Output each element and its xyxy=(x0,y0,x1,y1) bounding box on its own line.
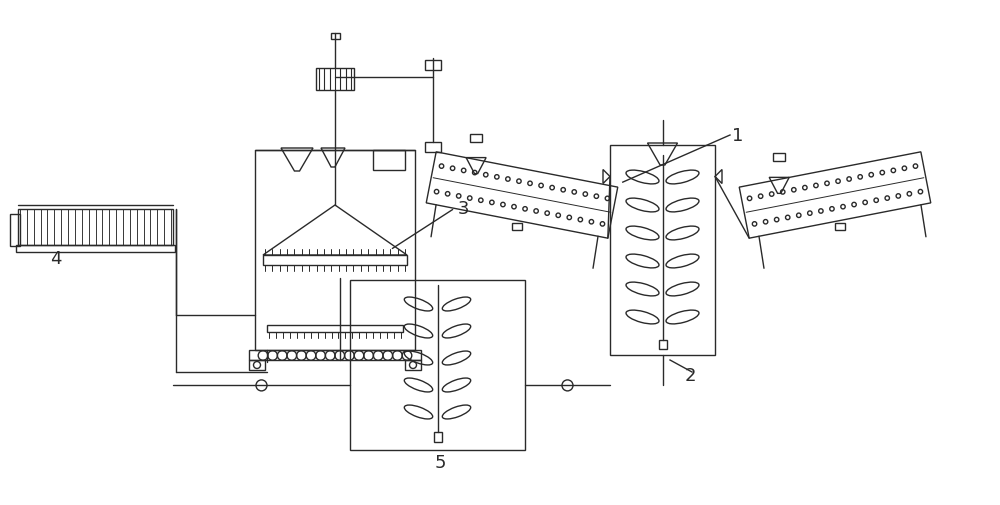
Bar xyxy=(610,146,715,356)
Circle shape xyxy=(256,380,267,391)
Bar xyxy=(350,280,525,450)
Bar xyxy=(316,69,354,91)
Bar xyxy=(10,214,20,246)
Bar xyxy=(255,150,415,350)
Text: 5: 5 xyxy=(435,453,446,471)
Bar xyxy=(835,223,845,230)
Bar xyxy=(249,360,265,370)
Bar xyxy=(434,432,442,442)
Bar xyxy=(249,350,421,360)
Text: 3: 3 xyxy=(458,199,470,218)
Bar xyxy=(16,245,175,252)
Bar xyxy=(18,210,173,245)
Text: 1: 1 xyxy=(732,127,743,145)
Bar xyxy=(405,360,421,370)
Text: 2: 2 xyxy=(685,366,696,384)
Circle shape xyxy=(254,362,261,369)
Circle shape xyxy=(562,380,573,391)
Bar xyxy=(658,340,666,349)
Bar xyxy=(425,143,441,153)
Bar xyxy=(331,34,340,40)
Bar xyxy=(425,61,441,71)
Bar xyxy=(267,325,403,332)
Bar xyxy=(373,150,405,171)
Bar xyxy=(773,154,785,162)
Circle shape xyxy=(410,362,417,369)
Bar xyxy=(512,223,522,230)
Bar xyxy=(263,256,407,266)
Text: 4: 4 xyxy=(50,249,62,268)
Bar xyxy=(470,134,482,142)
